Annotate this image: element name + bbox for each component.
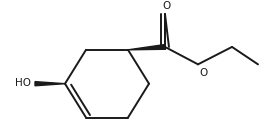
Text: HO: HO [15,78,31,88]
Text: O: O [162,1,171,11]
Polygon shape [35,82,65,86]
Text: O: O [199,68,208,78]
Polygon shape [128,45,166,50]
